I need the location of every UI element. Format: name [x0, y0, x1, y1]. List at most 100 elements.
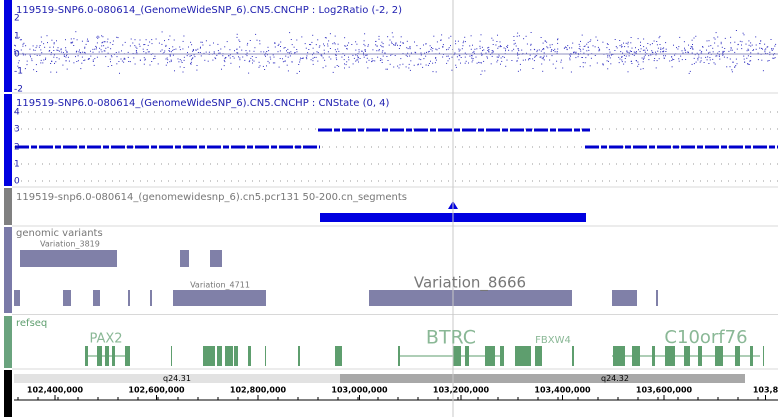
point	[616, 47, 618, 49]
point	[671, 66, 673, 68]
point	[394, 45, 396, 46]
point	[346, 61, 348, 63]
point	[393, 44, 394, 46]
point	[554, 51, 556, 53]
track-title: 119519-snp6.0-080614_(genomewidesnp_6).c…	[16, 192, 407, 203]
exon	[125, 346, 130, 366]
point	[251, 56, 253, 57]
point	[649, 44, 651, 46]
point	[730, 36, 732, 38]
point	[86, 40, 88, 42]
point	[40, 62, 42, 64]
position-label: 102,800,000	[230, 386, 287, 395]
point	[363, 43, 365, 45]
point	[693, 57, 695, 59]
point	[90, 55, 92, 57]
point	[420, 52, 422, 54]
point	[698, 54, 700, 56]
point	[391, 41, 393, 43]
point	[352, 63, 354, 65]
point	[490, 63, 492, 65]
point	[420, 63, 422, 65]
point	[726, 57, 728, 59]
point	[287, 48, 289, 50]
point	[419, 48, 421, 50]
point	[480, 73, 482, 75]
point	[669, 60, 671, 62]
point	[722, 54, 724, 56]
point	[348, 42, 350, 44]
point	[357, 59, 359, 61]
point	[542, 58, 544, 60]
point	[506, 47, 508, 48]
point	[398, 48, 400, 49]
point	[694, 54, 696, 56]
point	[265, 55, 266, 57]
point	[242, 56, 244, 58]
cn-state	[15, 128, 778, 149]
point	[621, 56, 623, 57]
point	[487, 57, 488, 59]
point	[337, 48, 339, 50]
exon	[652, 346, 655, 366]
point	[633, 54, 635, 56]
point	[351, 44, 353, 45]
point	[53, 54, 55, 56]
point	[327, 45, 329, 47]
axis-label: 1	[14, 160, 20, 170]
point	[336, 59, 338, 61]
point	[35, 64, 37, 66]
exon	[225, 346, 233, 366]
point	[497, 59, 499, 61]
point	[51, 60, 53, 62]
point	[726, 66, 728, 68]
point	[352, 54, 354, 56]
point	[87, 38, 88, 40]
point	[191, 59, 192, 61]
point	[766, 46, 768, 48]
point	[516, 60, 518, 62]
point	[761, 59, 763, 61]
variant-label: Variation_8666	[414, 274, 526, 293]
point	[744, 61, 746, 63]
point	[247, 42, 249, 44]
point	[282, 58, 283, 60]
point	[448, 58, 450, 60]
point	[487, 50, 489, 51]
position-label: 103,600,000	[636, 386, 693, 395]
point	[356, 59, 358, 61]
point	[488, 50, 490, 52]
point	[33, 49, 34, 51]
point	[511, 50, 513, 52]
point	[764, 43, 766, 45]
point	[143, 51, 145, 53]
point	[723, 56, 725, 58]
point	[103, 50, 105, 52]
point	[335, 54, 337, 56]
point	[709, 51, 711, 53]
point	[464, 36, 466, 38]
point	[642, 58, 644, 60]
point	[479, 45, 481, 47]
exon	[684, 346, 690, 366]
variant-label: Variation_4711	[190, 281, 250, 290]
point	[731, 49, 733, 51]
point	[250, 57, 252, 59]
point	[630, 42, 632, 44]
point	[102, 41, 104, 43]
point	[169, 54, 171, 56]
point	[33, 69, 35, 71]
point	[665, 51, 667, 52]
point	[451, 56, 453, 58]
point	[475, 56, 477, 58]
point	[543, 52, 545, 54]
point	[734, 66, 735, 68]
point	[729, 58, 731, 60]
point	[344, 54, 346, 56]
point	[750, 60, 752, 62]
point	[621, 61, 623, 63]
point	[746, 57, 748, 59]
point	[371, 61, 373, 63]
point	[75, 56, 76, 58]
